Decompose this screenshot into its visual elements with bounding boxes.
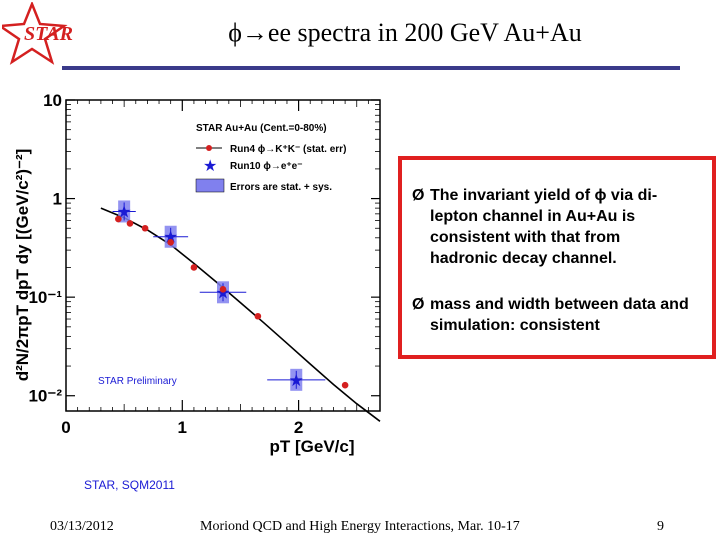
x-tick-label: 0	[61, 418, 70, 437]
star-logo-shape	[2, 2, 68, 65]
run10-point: ★	[289, 371, 304, 390]
legend-run4-label: Run4 ϕ→K⁺K⁻ (stat. err)	[230, 144, 346, 155]
legend: STAR Au+Au (Cent.=0-80%) Run4 ϕ→K⁺K⁻ (st…	[195, 123, 346, 193]
x-tick-label: 2	[294, 418, 303, 437]
y-axis-label: d²N/2πpT dpT dy [(GeV/c²)⁻²]	[13, 149, 32, 382]
spectra-chart: 10⁻² 10⁻¹ 1 10 0 1 2 ★ ★ ★ ★ d²N/2πpT dpT dy [(G…	[13, 91, 381, 456]
bullet-2-arrow: Ø	[412, 296, 425, 313]
x-tick-label: 1	[178, 418, 187, 437]
legend-run4-marker	[206, 145, 212, 151]
preliminary-annotation: STAR Preliminary	[98, 376, 177, 387]
fit-line-group	[100, 207, 381, 422]
run4-point	[126, 220, 134, 227]
run4-point	[190, 264, 198, 271]
y-tick-label: 10	[43, 91, 62, 110]
plot-frame	[65, 99, 381, 412]
bullet-2-text: mass and width between data and simulati…	[430, 296, 689, 334]
run4-point	[115, 215, 122, 223]
run4-point	[254, 312, 262, 320]
legend-run10-marker: ★	[203, 158, 217, 175]
run4-series	[115, 215, 349, 389]
page-number: 9	[657, 519, 664, 534]
legend-band-swatch	[195, 178, 225, 193]
y-tick-label: 10⁻¹	[28, 288, 62, 307]
run4-point	[341, 381, 349, 389]
x-axis-label: pT [GeV/c]	[269, 437, 354, 456]
legend-header: STAR Au+Au (Cent.=0-80%)	[196, 123, 327, 134]
footer-conference: Moriond QCD and High Energy Interactions…	[200, 519, 520, 534]
fit-line	[100, 207, 381, 422]
run4-point	[141, 224, 149, 232]
conclusion-box: Ø The invariant yield of ϕ via di-lepton …	[398, 156, 716, 359]
slide-title: ϕ→ee spectra in 200 GeV Au+Au	[228, 18, 582, 47]
legend-band-label: Errors are stat. + sys.	[230, 182, 332, 193]
run10-series: ★★★★	[112, 200, 326, 391]
star-logo-text: STAR	[24, 23, 73, 45]
legend-run10-label: Run10 ϕ→e⁺e⁻	[230, 161, 303, 172]
star-logo: STAR	[2, 2, 73, 65]
footer-date: 03/13/2012	[50, 519, 114, 534]
reference: STAR, SQM2011	[84, 478, 175, 492]
y-ticks: 10⁻² 10⁻¹ 1 10	[28, 91, 380, 406]
bullet-1-arrow: Ø	[412, 187, 425, 204]
title-rule	[62, 66, 680, 70]
run4-point	[167, 239, 174, 246]
y-tick-label: 10⁻²	[28, 387, 62, 406]
y-tick-label: 1	[53, 190, 62, 209]
bullet-1-text: The invariant yield of ϕ via di-lepton c…	[430, 187, 658, 267]
run4-point	[219, 286, 227, 293]
bullet-1: Ø The invariant yield of ϕ via di-lepton …	[412, 185, 692, 269]
x-ticks: 0 1 2	[61, 100, 369, 437]
run10-point: ★	[163, 228, 178, 247]
run10-point: ★	[215, 283, 230, 302]
